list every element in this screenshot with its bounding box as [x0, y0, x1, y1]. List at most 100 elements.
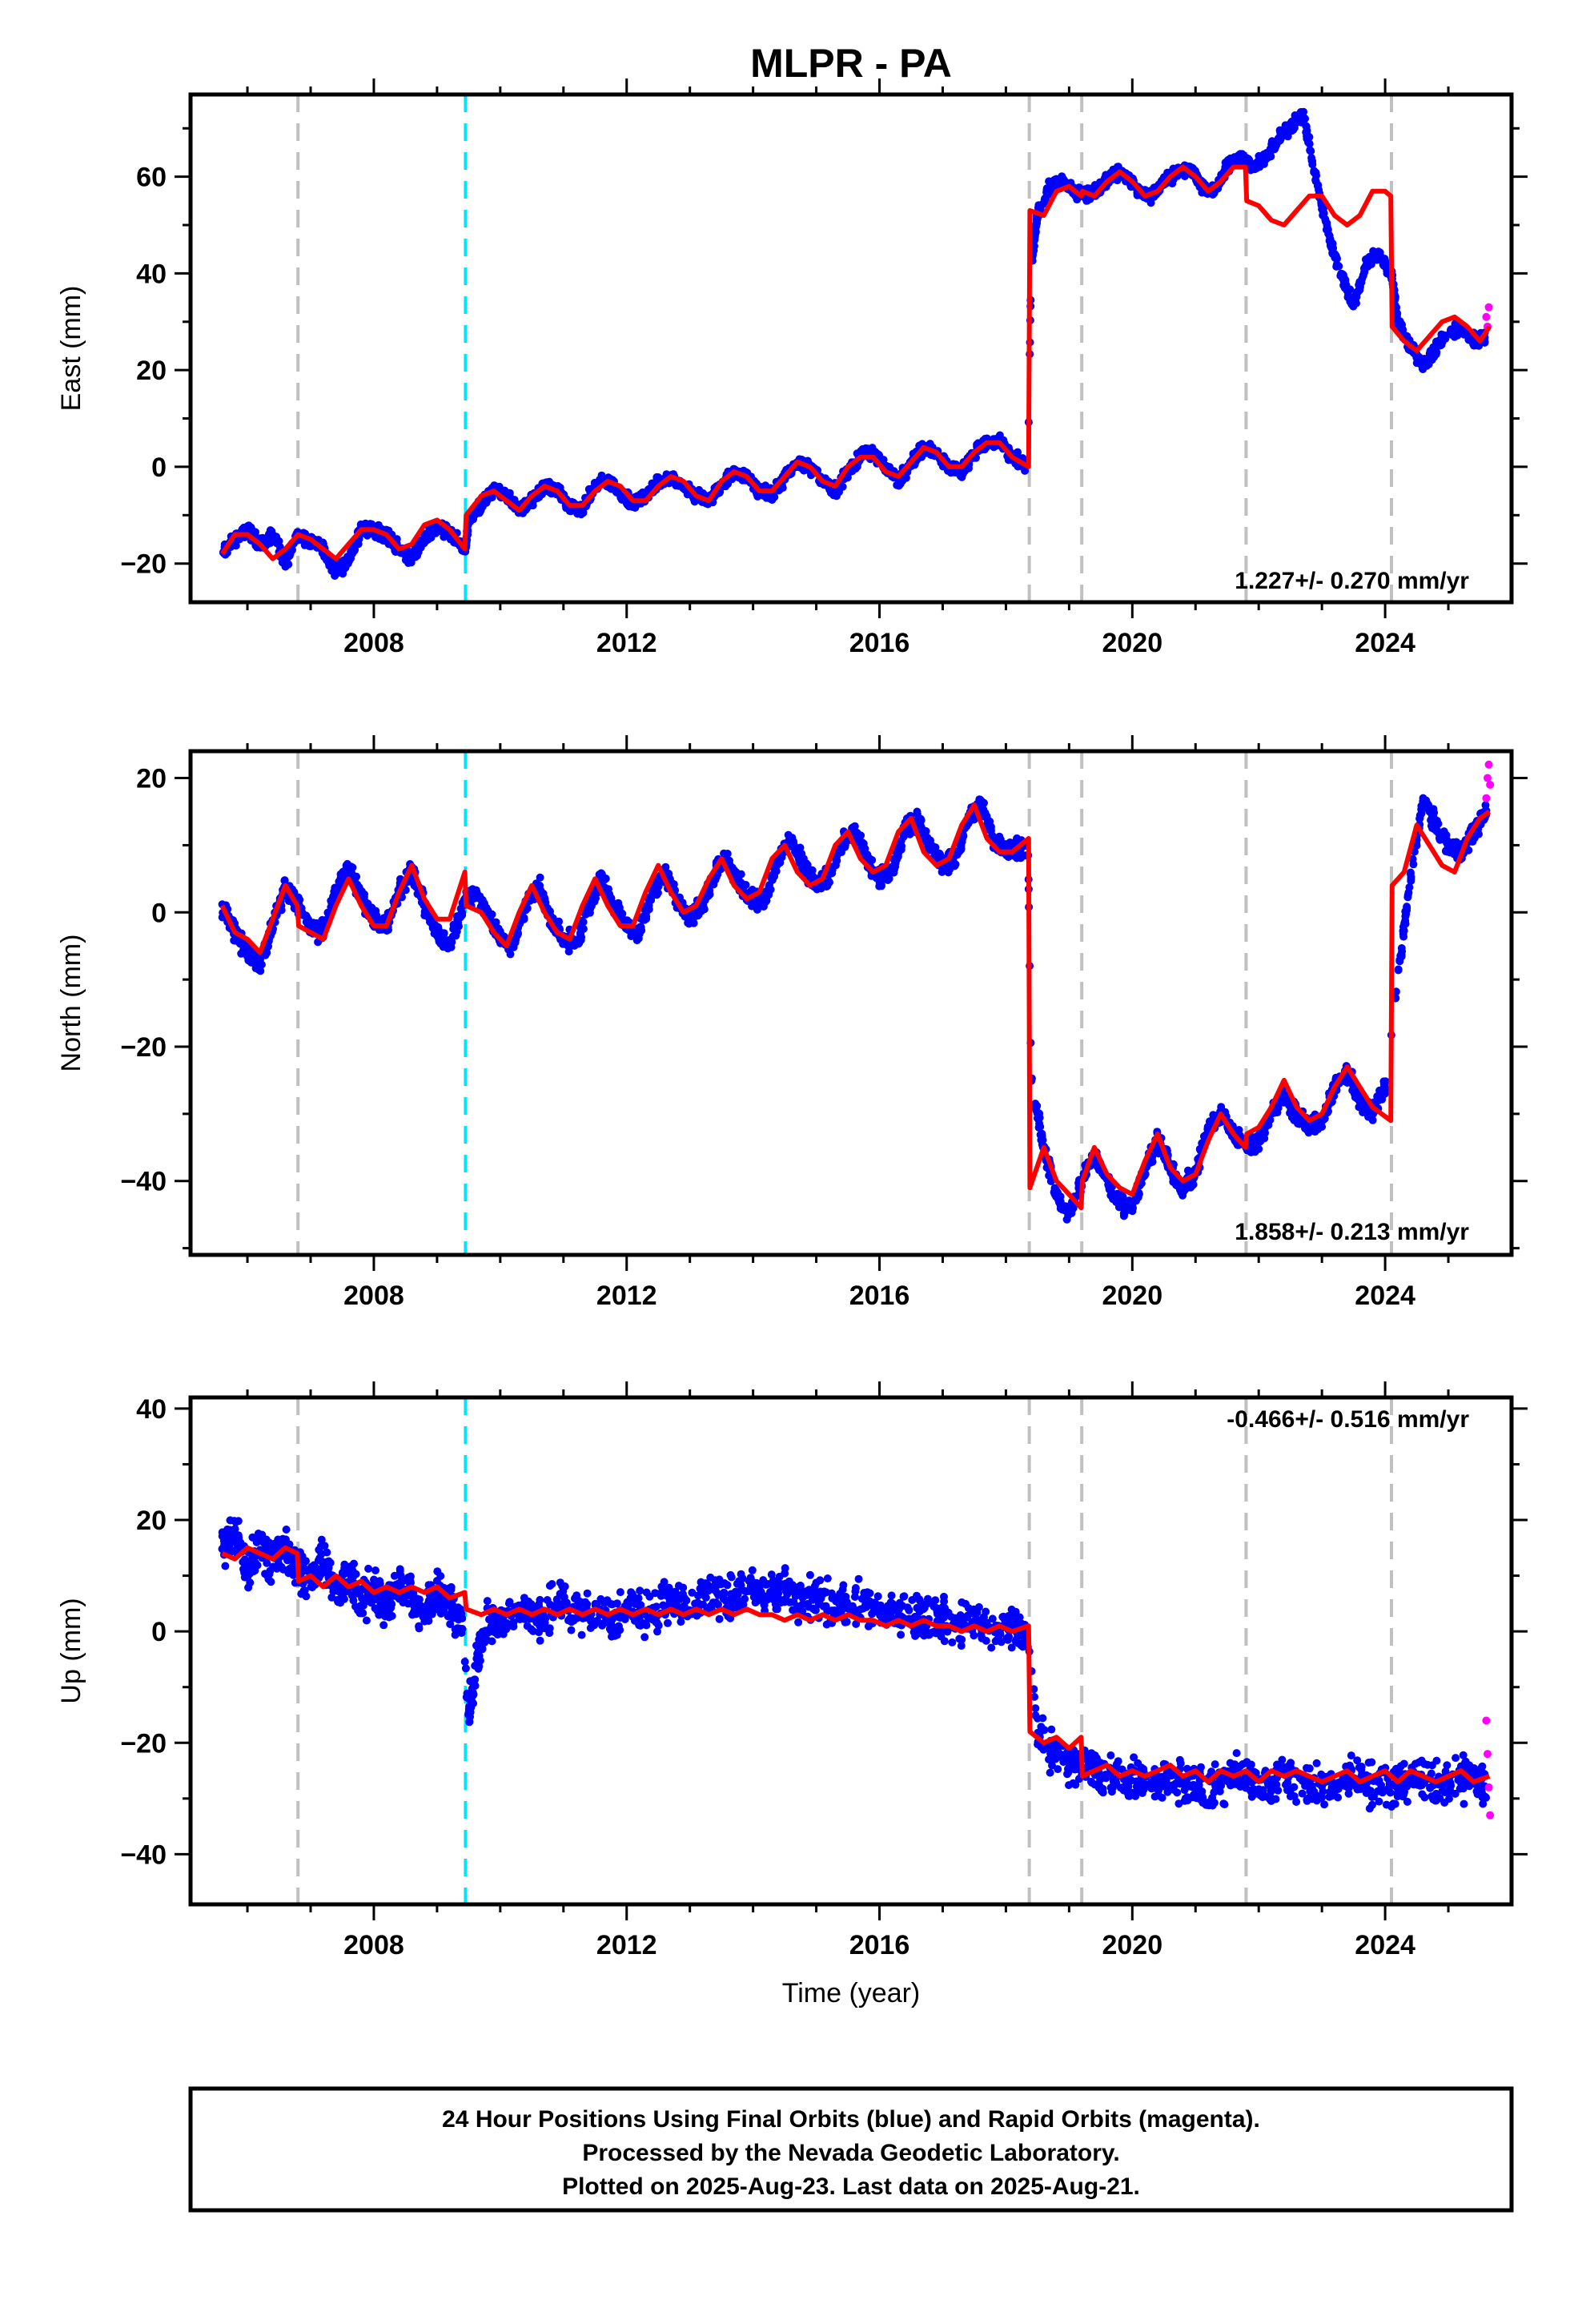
east-final-point — [1375, 248, 1384, 257]
east-x-tick-label: 2020 — [1102, 628, 1162, 658]
north-final-point — [344, 863, 353, 872]
east-final-point — [1299, 114, 1308, 123]
north-final-point — [951, 860, 960, 869]
east-final-point — [1335, 262, 1343, 271]
north-final-point — [586, 904, 595, 913]
east-final-point — [1421, 357, 1430, 365]
east-y-tick-label: 40 — [136, 259, 167, 289]
east-final-point — [1299, 107, 1308, 116]
east-final-point — [1328, 239, 1337, 248]
east-final-point — [535, 493, 544, 501]
east-final-point — [271, 534, 279, 543]
east-plot-area — [219, 107, 1493, 580]
east-final-point — [231, 541, 240, 550]
east-final-point — [1031, 227, 1040, 236]
north-final-point — [927, 844, 936, 852]
north-final-point — [753, 905, 761, 914]
east-final-point — [281, 562, 290, 571]
east-final-point — [1437, 340, 1446, 349]
east-final-point — [472, 509, 480, 518]
east-y-tick-label: 0 — [151, 452, 167, 483]
north-final-point — [840, 842, 849, 850]
east-final-point — [1251, 163, 1260, 171]
north-final-point — [753, 897, 762, 906]
north-final-point — [689, 914, 697, 923]
north-final-point — [700, 905, 709, 914]
north-final-point — [642, 912, 651, 921]
east-final-point — [286, 549, 295, 558]
east-final-point — [1351, 290, 1360, 299]
east-final-point — [1244, 155, 1252, 163]
east-final-point — [1276, 128, 1285, 136]
north-final-point — [536, 873, 544, 882]
north-final-point — [607, 894, 616, 903]
north-final-point — [256, 967, 265, 975]
east-y-axis-label: East (mm) — [56, 286, 86, 412]
north-final-point — [890, 865, 899, 874]
east-final-point — [1319, 208, 1327, 217]
east-final-point — [1341, 279, 1350, 288]
north-final-point — [488, 910, 496, 919]
east-y-tick-label: 20 — [136, 356, 167, 386]
east-final-point — [1305, 139, 1314, 148]
north-final-point — [457, 908, 466, 916]
east-frame — [188, 92, 1514, 605]
north-final-point — [765, 890, 773, 899]
east-final-point — [325, 561, 334, 570]
east-final-point — [421, 529, 430, 538]
east-x-tick-label: 2008 — [343, 628, 404, 658]
east-final-point — [1324, 230, 1333, 238]
east-final-point — [1392, 309, 1401, 318]
north-final-point — [977, 799, 986, 808]
east-rapid-point — [1484, 303, 1493, 312]
east-rapid-point — [1482, 312, 1491, 321]
north-final-point — [958, 838, 966, 846]
north-final-point — [600, 875, 609, 884]
east-final-point — [1262, 153, 1271, 162]
east-final-point — [411, 553, 420, 561]
east-y-tick-label: −20 — [120, 549, 167, 580]
east-final-point — [1439, 331, 1447, 340]
north-final-point — [825, 878, 833, 887]
east-final-point — [831, 490, 840, 499]
east-final-point — [243, 521, 252, 530]
east-final-point — [1050, 179, 1058, 188]
north-final-point — [741, 881, 750, 889]
east-final-point — [1311, 168, 1320, 177]
east-final-point — [724, 480, 733, 489]
east-final-point — [1236, 150, 1245, 159]
north-final-point — [448, 932, 457, 941]
east-final-point — [1331, 253, 1339, 262]
north-final-point — [476, 892, 484, 901]
east-final-point — [1307, 154, 1316, 163]
east-final-point — [1359, 271, 1367, 279]
east-final-point — [1339, 271, 1347, 279]
north-final-point — [360, 890, 368, 899]
north-final-point — [307, 919, 316, 928]
north-final-point — [801, 860, 810, 869]
east-final-point — [1038, 199, 1047, 208]
east-final-point — [528, 501, 537, 510]
north-final-point — [916, 814, 925, 823]
north-final-point — [513, 931, 521, 940]
north-final-point — [335, 877, 343, 886]
north-final-point — [986, 822, 995, 831]
east-final-point — [261, 536, 270, 545]
east-x-tick-label: 2016 — [849, 628, 910, 658]
north-final-point — [768, 871, 777, 880]
chart-title: MLPR - PA — [750, 41, 952, 86]
north-final-point — [926, 836, 934, 845]
east-final-point — [1265, 147, 1274, 155]
east-final-point — [1343, 287, 1351, 295]
east-final-point — [1431, 350, 1440, 358]
east-final-point — [1286, 123, 1295, 131]
east-y-tick-label: 60 — [136, 163, 167, 193]
north-final-point — [280, 876, 289, 885]
east-x-tick-label: 2012 — [596, 628, 657, 658]
east-final-point — [1302, 122, 1311, 131]
east-final-point — [1306, 146, 1315, 155]
east-final-point — [1102, 171, 1110, 179]
north-final-point — [776, 858, 785, 867]
